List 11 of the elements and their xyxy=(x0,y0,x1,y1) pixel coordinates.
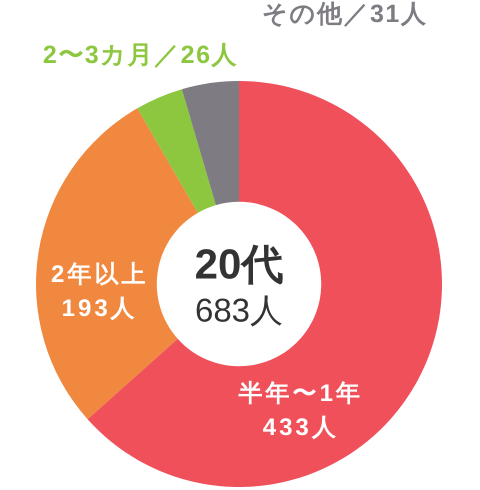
donut-slice xyxy=(36,108,198,420)
text: 683人 xyxy=(194,292,284,328)
donut-slice xyxy=(182,81,239,206)
slice-label: その他／31人 xyxy=(262,0,428,28)
text: 20代 xyxy=(194,240,284,288)
slice-label: 2年以上 xyxy=(51,261,148,288)
data-label: 193人 xyxy=(62,295,138,322)
slice-label: 半年〜1年 xyxy=(238,380,363,407)
data-label: 433人 xyxy=(262,414,339,441)
slice-label: 2〜3カ月／26人 xyxy=(42,41,238,69)
donut-slice xyxy=(137,89,216,213)
